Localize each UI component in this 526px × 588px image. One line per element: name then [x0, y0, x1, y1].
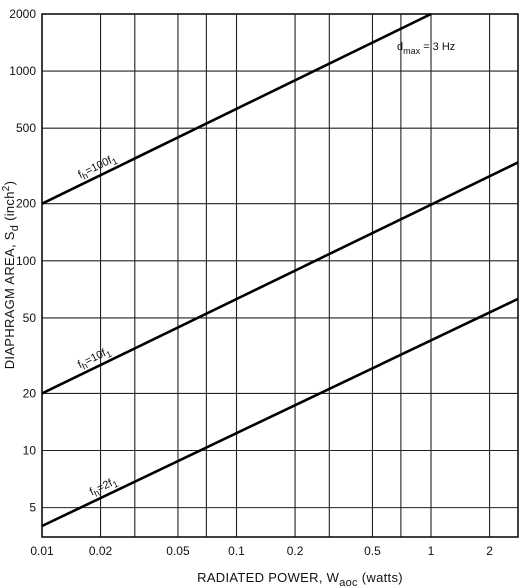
x-tick-label: 1	[428, 544, 435, 558]
series-line-0	[41, 12, 432, 205]
x-tick-label: 0.05	[166, 544, 190, 558]
x-tick-label: 0.2	[287, 544, 304, 558]
plot-frame	[41, 13, 519, 538]
y-tick-label: 5	[29, 501, 36, 515]
x-tick-label: 0.02	[89, 544, 113, 558]
y-tick-label: 1000	[9, 64, 36, 78]
y-tick-label: 20	[23, 386, 37, 400]
x-tick-labels: 0.01 0.02 0.05 0.1 0.2 0.5 1 2	[30, 544, 493, 558]
series-lines	[41, 12, 519, 528]
y-tick-label: 500	[16, 121, 36, 135]
y-tick-label: 2000	[9, 7, 36, 21]
y-tick-label: 10	[23, 444, 37, 458]
x-tick-label: 0.5	[364, 544, 381, 558]
x-tick-label: 2	[486, 544, 493, 558]
y-axis-title: DIAPHRAGM AREA, Sd (inch2)	[1, 181, 21, 370]
x-tick-label: 0.01	[30, 544, 54, 558]
grid-lines	[41, 13, 518, 537]
series-line-1	[41, 161, 519, 395]
y-tick-label: 100	[16, 254, 36, 268]
x-axis-title: RADIATED POWER, Waoc (watts)	[197, 570, 403, 588]
series-label-0: fh=100f1	[76, 152, 119, 183]
y-tick-label: 50	[23, 311, 37, 325]
annotation-dmax: dmax = 3 Hz	[397, 41, 455, 56]
x-tick-label: 0.1	[228, 544, 245, 558]
y-tick-label: 200	[16, 197, 36, 211]
series-line-2	[41, 297, 519, 528]
y-tick-labels: 5 10 20 50 100 200 500 1000 2000	[9, 7, 36, 515]
